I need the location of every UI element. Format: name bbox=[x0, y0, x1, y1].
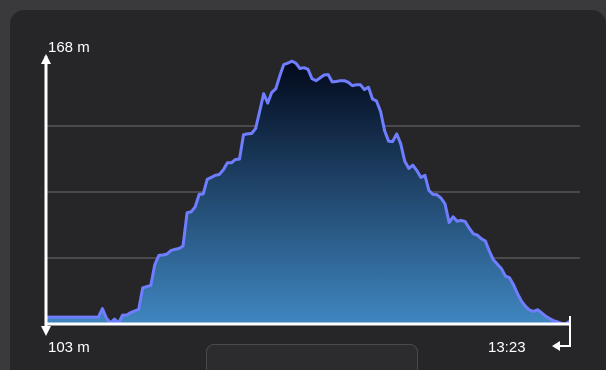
elevation-panel: 168 m 103 m 13:23 bbox=[10, 10, 606, 370]
bottom-tab-handle[interactable] bbox=[206, 344, 418, 370]
x-axis-end-label: 13:23 bbox=[488, 339, 526, 356]
y-axis-max-label: 168 m bbox=[48, 39, 90, 56]
elevation-area-fill bbox=[46, 61, 570, 324]
y-axis-min-label: 103 m bbox=[48, 339, 90, 356]
y-axis-arrow-up bbox=[41, 54, 51, 64]
elevation-line bbox=[46, 59, 571, 326]
x-axis-end-arrow bbox=[552, 341, 560, 351]
y-axis-arrow-down bbox=[41, 326, 51, 336]
x-axis-end-bracket bbox=[558, 316, 571, 347]
axes bbox=[41, 54, 571, 351]
elevation-chart bbox=[41, 54, 580, 351]
